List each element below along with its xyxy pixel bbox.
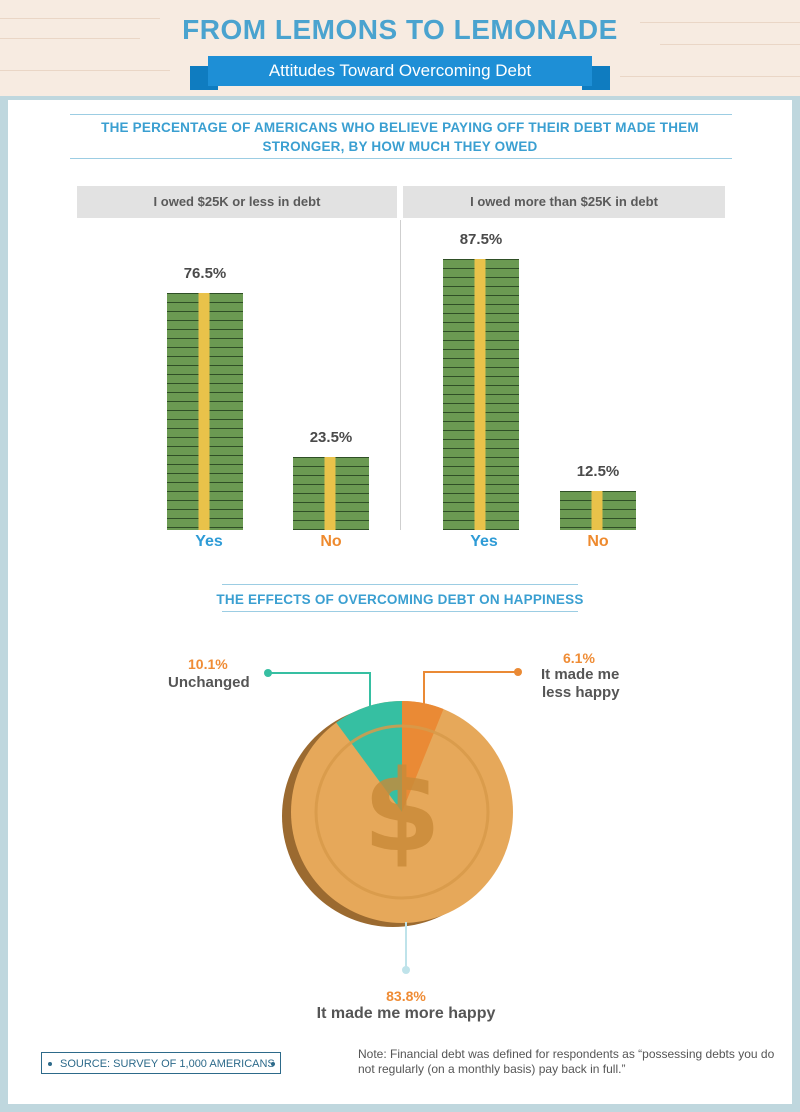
source-box: SOURCE: SURVEY OF 1,000 AMERICANS (41, 1052, 281, 1074)
main-title: FROM LEMONS TO LEMONADE (182, 14, 618, 45)
pct-more-happy: 83.8% (386, 988, 426, 1004)
pct-less-happy: 6.1% (563, 650, 595, 666)
data-label-more-than-25k-no: 12.5% (576, 463, 620, 480)
wood-texture-line (0, 38, 140, 39)
leader-dot-more-happy (402, 966, 410, 974)
footnote: Note: Financial debt was defined for res… (358, 1047, 775, 1076)
subtitle-ribbon: Attitudes Toward Overcoming Debt (208, 56, 592, 86)
data-label-more-than-25k-yes: 87.5% (459, 231, 503, 248)
group-divider (400, 220, 401, 530)
data-label-25k-or-less-no: 23.5% (309, 429, 353, 446)
bullet-dot (271, 1062, 275, 1066)
bar-more-than-25k-yes (443, 259, 519, 530)
bullet-dot (48, 1062, 52, 1066)
leader-line-unchanged (268, 672, 371, 712)
leader-dot-unchanged (264, 669, 272, 677)
wood-texture-line (640, 22, 800, 23)
data-label-25k-or-less-yes: 76.5% (183, 265, 227, 282)
bar-more-than-25k-no (560, 491, 636, 530)
pie-chart-title: THE EFFECTS OF OVERCOMING DEBT ON HAPPIN… (216, 592, 584, 607)
wood-texture-line (0, 70, 170, 71)
category-label-yes: Yes (195, 533, 223, 550)
coin-inner-rim (314, 724, 490, 900)
label-more-happy: It made me more happy (316, 1005, 496, 1022)
leader-line-less-happy (423, 671, 518, 710)
category-label-no: No (320, 533, 342, 550)
wood-texture-line (0, 18, 160, 19)
bar-chart-title: THE PERCENTAGE OF AMERICANS WHO BELIEVE … (101, 120, 699, 154)
wood-texture-line (660, 44, 800, 45)
group-header-more-than-25k: I owed more than $25K in debt (403, 186, 725, 218)
label-less-happy-line1: It made me (541, 666, 620, 683)
section-rule (70, 158, 732, 159)
section-rule (222, 584, 578, 585)
group-header-25k-or-less: I owed $25K or less in debt (77, 186, 397, 218)
dollar-sign-icon: $ (363, 747, 441, 877)
wood-texture-line (620, 76, 800, 77)
bar-25k-or-less-yes (167, 293, 243, 530)
pie-slice-it-made-me-less-happy (402, 701, 444, 812)
section-rule (70, 114, 732, 115)
pct-unchanged: 10.1% (188, 656, 228, 672)
label-less-happy-line2: less happy (542, 684, 620, 701)
section-rule (222, 611, 578, 612)
category-label-yes: Yes (470, 533, 498, 550)
source-text: SOURCE: SURVEY OF 1,000 AMERICANS (60, 1058, 275, 1070)
category-label-no: No (587, 533, 609, 550)
label-unchanged: Unchanged (168, 674, 250, 691)
bar-25k-or-less-no (293, 457, 369, 530)
leader-dot-less-happy (514, 668, 522, 676)
